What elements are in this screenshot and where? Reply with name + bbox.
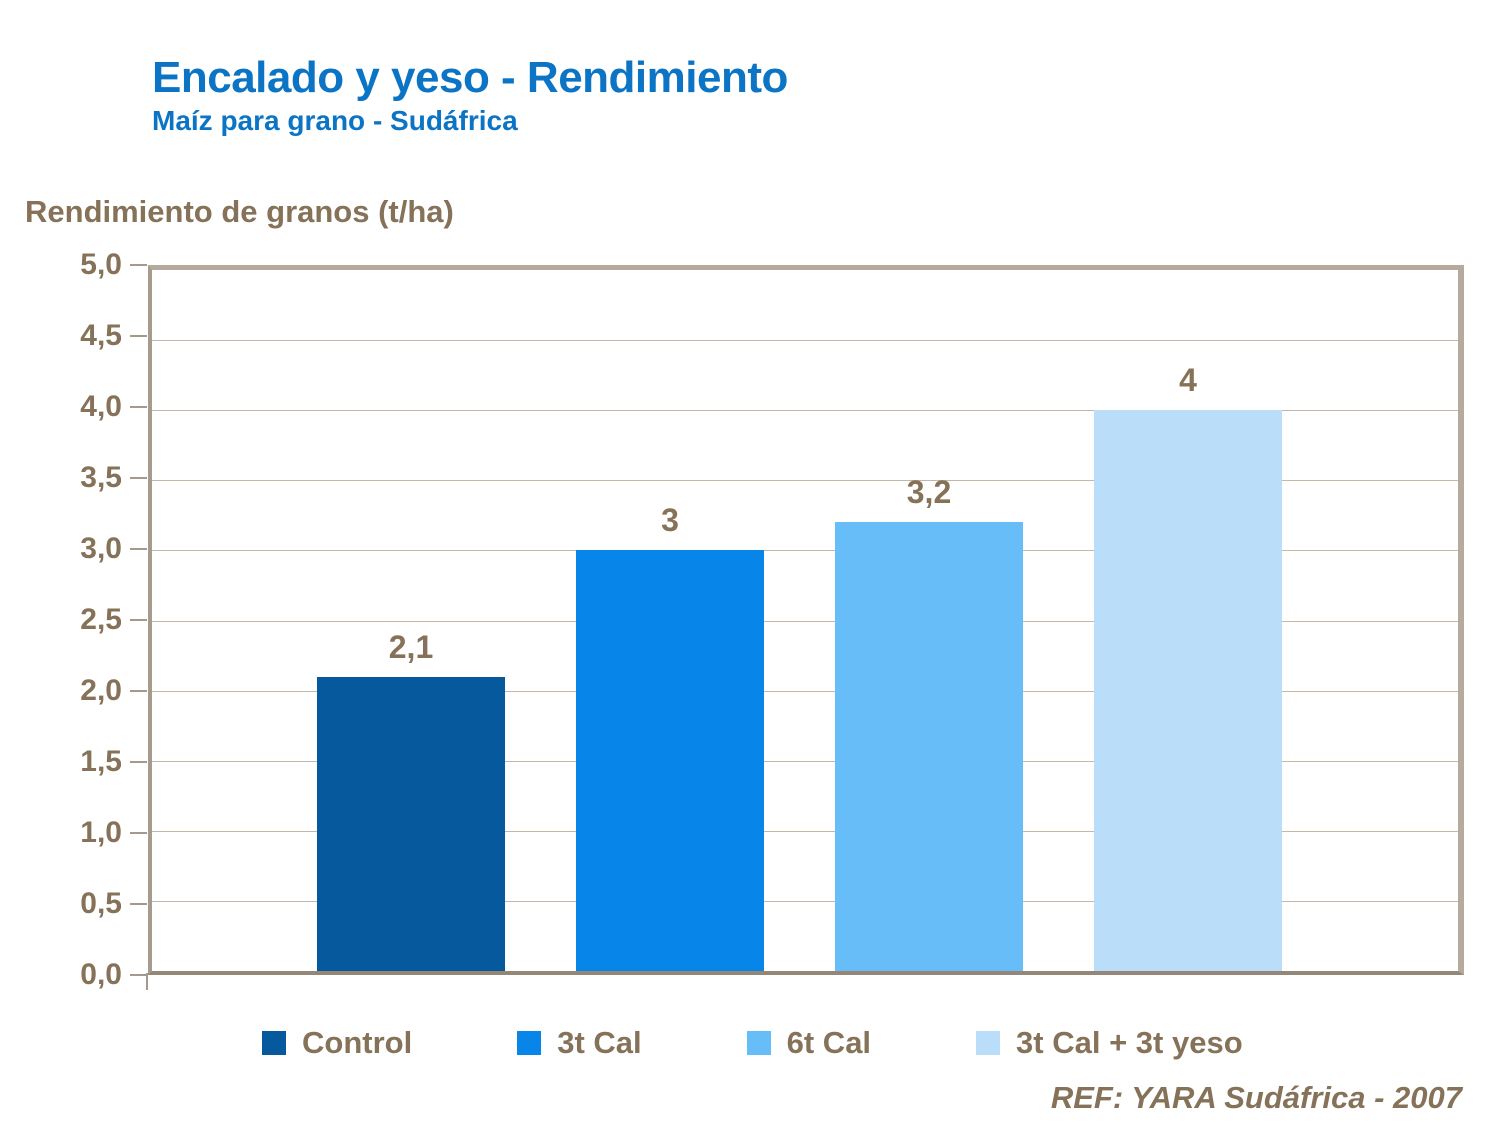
bar-3t-cal-3t-yeso: 4 xyxy=(1094,362,1282,971)
gridline xyxy=(152,900,1458,902)
legend-item-6t-cal: 6t Cal xyxy=(746,1025,872,1061)
gridline xyxy=(152,690,1458,692)
x-tick-mark xyxy=(146,973,148,990)
gridline xyxy=(152,340,1458,342)
bar-control: 2,1 xyxy=(317,629,505,971)
y-tick-label: 0,5 xyxy=(80,887,122,920)
gridline xyxy=(152,830,1458,832)
y-tick-label: 1,0 xyxy=(80,816,122,849)
y-tick-mark xyxy=(130,264,147,266)
gridline xyxy=(152,550,1458,552)
legend-label: Control xyxy=(302,1025,413,1060)
legend-item-control: Control xyxy=(262,1025,412,1061)
legend-label: 3t Cal + 3t yeso xyxy=(1016,1025,1243,1060)
y-tick-mark xyxy=(130,690,147,692)
legend-item-3t-cal: 3t Cal xyxy=(517,1025,642,1061)
gridline xyxy=(152,410,1458,412)
gridline xyxy=(152,760,1458,762)
bar-chart: 0,0 0,5 1,0 1,5 2,0 2,5 3,0 3,5 4,0 4,5 5,0 2,1 3 3,… xyxy=(0,248,1500,1060)
y-tick-mark xyxy=(130,619,147,621)
y-tick-label: 0,0 xyxy=(80,958,122,991)
y-tick-mark xyxy=(130,761,147,763)
y-tick-mark xyxy=(130,974,147,976)
y-tick-label: 3,5 xyxy=(80,461,122,494)
bar-3t-cal: 3 xyxy=(576,502,764,971)
y-tick-mark xyxy=(130,335,147,337)
y-tick-mark xyxy=(130,406,147,408)
legend-label: 3t Cal xyxy=(557,1025,642,1060)
legend: Control 3t Cal 6t Cal 3t Cal + 3t yeso xyxy=(262,1025,1243,1061)
bar-value-label: 4 xyxy=(1179,362,1197,399)
y-tick-mark xyxy=(130,903,147,905)
gridline xyxy=(152,480,1458,482)
gridline xyxy=(152,620,1458,622)
y-tick-mark xyxy=(130,832,147,834)
bar-value-label: 3 xyxy=(661,502,679,539)
y-axis: 0,0 0,5 1,0 1,5 2,0 2,5 3,0 3,5 4,0 4,5 5,0 xyxy=(0,248,148,991)
bar-value-label: 3,2 xyxy=(906,474,952,511)
y-tick-label: 1,5 xyxy=(80,745,122,778)
legend-swatch xyxy=(262,1031,286,1055)
y-tick-mark xyxy=(130,548,147,550)
legend-item-3t-cal-3t-yeso: 3t Cal + 3t yeso xyxy=(976,1025,1243,1061)
bar-6t-cal: 3,2 xyxy=(835,474,1023,971)
reference-text: REF: YARA Sudáfrica - 2007 xyxy=(1050,1080,1462,1115)
y-tick-label: 3,0 xyxy=(80,532,122,565)
legend-swatch xyxy=(976,1031,1001,1055)
y-axis-title: Rendimiento de granos (t/ha) xyxy=(25,194,454,229)
page-title: Encalado y yeso - Rendimiento xyxy=(152,53,788,102)
page-subtitle: Maíz para grano - Sudáfrica xyxy=(152,105,518,136)
y-tick-label: 2,5 xyxy=(80,603,122,636)
legend-swatch xyxy=(517,1031,542,1055)
y-tick-label: 5,0 xyxy=(80,248,122,281)
legend-swatch xyxy=(746,1031,771,1055)
legend-label: 6t Cal xyxy=(786,1025,872,1060)
plot-area: 2,1 3 3,2 4 xyxy=(148,265,1464,975)
chart-header: Encalado y yeso - Rendimiento Maíz para … xyxy=(152,52,788,138)
y-tick-label: 4,5 xyxy=(80,319,122,352)
y-tick-mark xyxy=(130,477,147,479)
y-tick-label: 2,0 xyxy=(80,674,122,707)
bar-value-label: 2,1 xyxy=(388,628,434,665)
y-tick-label: 4,0 xyxy=(80,390,122,423)
bars-container: 2,1 3 3,2 4 xyxy=(152,270,1458,971)
